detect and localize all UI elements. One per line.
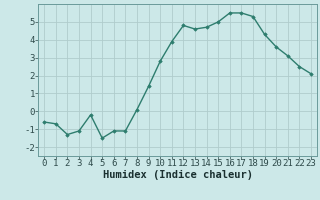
X-axis label: Humidex (Indice chaleur): Humidex (Indice chaleur) xyxy=(103,170,252,180)
